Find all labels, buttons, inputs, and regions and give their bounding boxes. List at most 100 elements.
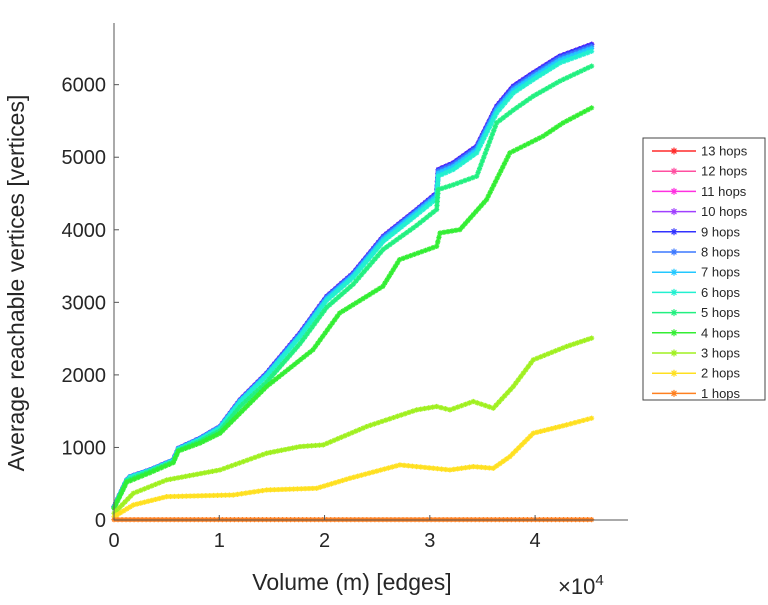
marker-path: [585, 336, 591, 342]
data-marker: [170, 460, 176, 466]
data-marker: [247, 400, 253, 406]
data-marker: [232, 461, 239, 467]
marker-path: [327, 295, 333, 301]
marker-path: [494, 175, 500, 181]
marker-path: [322, 330, 328, 336]
data-marker: [360, 425, 366, 431]
data-marker: [533, 137, 539, 143]
marker-path: [567, 116, 573, 122]
data-marker: [514, 105, 520, 111]
data-marker: [450, 182, 456, 188]
marker-path: [267, 381, 273, 387]
plot-area: [111, 41, 595, 523]
data-marker: [475, 169, 481, 176]
marker-path: [443, 170, 449, 176]
data-marker: [366, 291, 373, 298]
data-marker: [462, 401, 469, 407]
data-marker: [502, 100, 508, 106]
data-marker: [267, 381, 273, 387]
data-marker: [571, 114, 577, 120]
data-marker: [402, 411, 408, 417]
marker-path: [482, 402, 488, 409]
marker-path: [289, 349, 295, 356]
marker-path: [327, 302, 333, 308]
data-marker: [299, 330, 306, 337]
data-marker: [510, 148, 517, 154]
marker-path: [264, 379, 270, 385]
marker-path: [450, 166, 456, 173]
marker-path: [547, 84, 553, 90]
data-marker: [414, 464, 420, 470]
data-marker: [476, 166, 483, 172]
data-marker: [557, 60, 563, 66]
data-marker: [341, 282, 348, 288]
marker-path: [466, 176, 472, 182]
data-marker: [578, 110, 584, 117]
marker-path: [557, 78, 563, 84]
data-marker: [231, 416, 237, 423]
data-marker: [550, 126, 556, 133]
data-marker: [297, 334, 303, 340]
marker-path: [271, 364, 277, 370]
data-marker: [492, 113, 498, 120]
data-marker: [394, 237, 400, 243]
data-marker: [467, 215, 474, 221]
marker-path: [589, 415, 595, 421]
data-marker: [293, 444, 299, 450]
data-marker: [564, 118, 570, 124]
marker-path: [214, 432, 220, 438]
data-marker: [191, 493, 197, 499]
marker-path: [237, 399, 243, 405]
marker-path: [426, 405, 432, 411]
series-3-hops: [111, 335, 595, 516]
marker-path: [311, 314, 318, 320]
data-marker: [515, 377, 521, 383]
marker-path: [290, 445, 296, 451]
marker-path: [402, 411, 408, 417]
marker-path: [537, 69, 543, 76]
marker-path: [521, 439, 528, 445]
marker-path: [534, 72, 540, 78]
data-marker: [464, 157, 470, 163]
marker-path: [361, 268, 367, 275]
data-marker: [499, 103, 505, 109]
data-marker: [382, 280, 388, 286]
data-marker: [248, 456, 254, 462]
data-marker: [398, 412, 404, 418]
marker-path: [488, 135, 494, 141]
data-marker: [311, 314, 318, 320]
marker-path: [284, 349, 290, 355]
marker-path: [466, 464, 473, 470]
marker-path: [514, 105, 520, 111]
marker-path: [152, 481, 159, 487]
data-marker: [367, 262, 373, 268]
data-marker: [271, 487, 277, 493]
data-marker: [244, 457, 250, 463]
data-marker: [266, 376, 272, 382]
marker-path: [190, 472, 196, 478]
marker-path: [560, 423, 566, 429]
marker-path: [507, 453, 513, 460]
marker-path: [427, 201, 433, 207]
marker-path: [467, 155, 473, 161]
marker-path: [538, 354, 544, 360]
marker-path: [510, 383, 516, 390]
data-marker: [309, 317, 315, 323]
marker-path: [392, 229, 399, 235]
data-marker: [269, 367, 275, 373]
data-marker: [360, 296, 366, 302]
marker-path: [384, 277, 390, 283]
data-marker: [576, 418, 582, 425]
data-marker: [141, 499, 148, 505]
marker-path: [556, 346, 562, 353]
marker-path: [569, 53, 575, 59]
data-marker: [411, 214, 417, 220]
marker-path: [232, 410, 238, 416]
data-marker: [446, 183, 453, 189]
marker-path: [141, 486, 148, 492]
marker-path: [517, 102, 523, 109]
data-marker: [356, 298, 363, 304]
data-marker: [454, 164, 460, 170]
data-marker: [325, 482, 331, 488]
marker-path: [256, 453, 262, 459]
